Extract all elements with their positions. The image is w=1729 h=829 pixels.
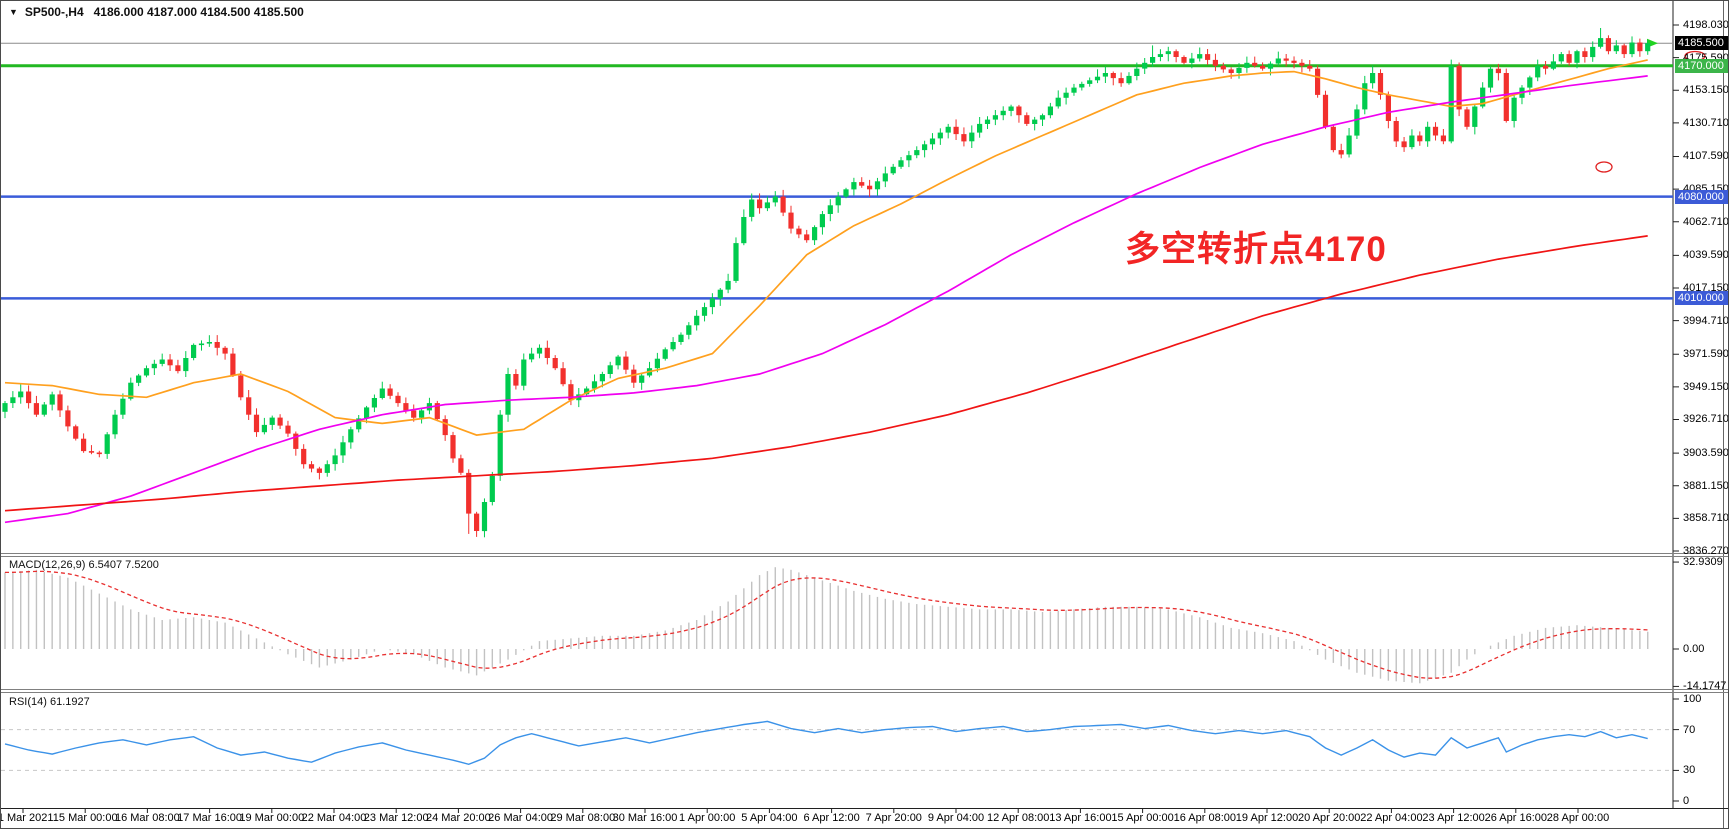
rsi-line [4, 720, 1648, 766]
time-axis-label: 16 Apr 08:00 [1173, 812, 1236, 824]
time-axis-label: 9 Apr 04:00 [927, 812, 985, 824]
chart-title: ▼ SP500-,H4 4186.000 4187.000 4184.500 418… [9, 5, 304, 19]
macd-axis-label: -14.1747 [1683, 680, 1727, 693]
time-axis-label: 26 Mar 04:00 [488, 812, 554, 824]
price-axis-label: 3903.590 [1683, 447, 1729, 460]
rsi-axis-label: 0 [1683, 795, 1690, 807]
macd-axis-label: 32.9309 [1683, 556, 1723, 569]
price-axis-label: 3926.710 [1683, 413, 1729, 426]
rsi-axis-label: 30 [1683, 764, 1696, 777]
time-axis-label: 26 Apr 16:00 [1484, 812, 1547, 824]
time-axis-label: 12 Apr 08:00 [986, 812, 1050, 824]
time-axis-label: 29 Mar 08:00 [550, 812, 616, 824]
time-axis-label: 23 Mar 12:00 [363, 812, 429, 824]
macd-axis-label: 0.00 [1683, 643, 1705, 655]
time-axis-label: 22 Mar 04:00 [301, 812, 367, 824]
price-axis-label: 4198.030 [1683, 19, 1729, 31]
symbol-dropdown-icon[interactable]: ▼ [9, 7, 18, 17]
macd-title: MACD(12,26,9) [9, 559, 86, 571]
rsi-title: RSI(14) [9, 696, 47, 708]
rsi-axis-label: 70 [1683, 723, 1696, 736]
candles-layer[interactable] [2, 28, 1651, 538]
time-axis-label: 19 Mar 00:00 [239, 812, 305, 824]
price-axis-label: 3881.150 [1683, 479, 1729, 492]
symbol-timeframe-label: SP500-,H4 [24, 5, 84, 19]
time-axis-label: 17 Mar 16:00 [177, 812, 243, 824]
time-axis-label: 6 Apr 12:00 [803, 812, 860, 824]
price-axis-label: 4153.150 [1683, 84, 1729, 97]
annotation-text: 多空转折点4170 [1125, 230, 1387, 269]
rsi-value: 61.1927 [49, 696, 90, 708]
price-axis-label: 3949.150 [1683, 380, 1729, 393]
ma-slow-red-line [4, 235, 1648, 512]
price-tag-4080.000: 4080.000 [1675, 189, 1728, 204]
time-axis-label: 16 Mar 08:00 [114, 812, 180, 824]
price-axis-label: 4017.150 [1683, 281, 1729, 294]
time-axis-label: 5 Apr 04:00 [741, 812, 798, 824]
price-axis-label: 3971.590 [1683, 348, 1729, 361]
time-axis-label: 20 Apr 20:00 [1297, 812, 1361, 824]
price-axis-label: 3858.710 [1683, 512, 1729, 525]
rsi-indicator-label: RSI(14) 61.1927 [9, 696, 90, 708]
macd-signal-line [4, 570, 1648, 679]
ohlc-values: 4186.000 4187.000 4184.500 4185.500 [93, 5, 304, 19]
time-axis-label: 22 Apr 04:00 [1360, 812, 1423, 824]
time-axis-label: 15 Mar 00:00 [52, 812, 118, 824]
price-axis-label: 4130.710 [1683, 116, 1729, 129]
ma-fast-orange-line [4, 59, 1648, 436]
time-axis-label: 13 Apr 16:00 [1049, 812, 1112, 824]
price-axis-label: 3836.270 [1683, 544, 1729, 557]
time-axis-label: 1 Apr 00:00 [679, 812, 736, 824]
time-axis-label: 30 Mar 16:00 [612, 812, 678, 824]
price-axis-label: 4107.590 [1683, 150, 1729, 163]
macd-indicator-label: MACD(12,26,9) 6.5407 7.5200 [9, 559, 159, 571]
time-axis-label: 24 Mar 20:00 [425, 812, 491, 824]
price-axis-label: 3994.710 [1683, 314, 1729, 327]
time-axis-label: 11 Mar 2021 [1, 812, 54, 824]
time-axis-label: 7 Apr 20:00 [865, 812, 922, 824]
time-axis-label: 28 Apr 00:00 [1546, 812, 1610, 824]
macd-values: 6.5407 7.5200 [88, 559, 159, 571]
price-tag-4010.000: 4010.000 [1675, 291, 1728, 306]
red-ellipse-marker [1595, 161, 1613, 173]
time-axis-label: 23 Apr 12:00 [1422, 812, 1485, 824]
price-tag-4185.500: 4185.500 [1675, 36, 1728, 51]
price-axis-label: 4039.590 [1683, 249, 1729, 262]
time-axis-label: 19 Apr 12:00 [1235, 812, 1299, 824]
time-axis-label: 15 Apr 00:00 [1111, 812, 1174, 824]
rsi-axis-label: 100 [1683, 693, 1702, 705]
ma-mid-magenta-line [4, 75, 1648, 524]
price-axis-label: 4062.710 [1683, 215, 1729, 228]
macd-histogram [4, 567, 1649, 684]
price-tag-4170.000: 4170.000 [1675, 58, 1728, 73]
